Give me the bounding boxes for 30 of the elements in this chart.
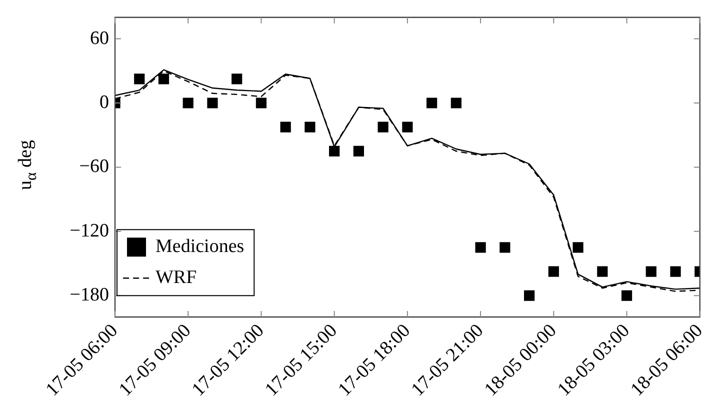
legend-label: WRF — [156, 267, 197, 288]
y-tick-label: −120 — [70, 220, 109, 242]
y-tick-label: 0 — [100, 92, 109, 113]
y-tick-label: 60 — [90, 28, 109, 49]
point — [500, 242, 510, 253]
point — [353, 146, 364, 156]
point — [572, 242, 584, 253]
point — [280, 122, 291, 132]
point — [134, 74, 145, 84]
point — [304, 122, 316, 132]
point — [158, 74, 170, 84]
point — [207, 98, 218, 108]
point — [232, 74, 242, 84]
point — [450, 98, 462, 108]
point — [621, 290, 632, 301]
point — [402, 122, 413, 132]
point — [378, 122, 388, 132]
y-tick-label: −180 — [70, 284, 109, 306]
y-tick-label: −60 — [79, 156, 109, 178]
point — [524, 290, 535, 301]
point — [426, 98, 438, 108]
point — [597, 266, 608, 277]
legend-label: Mediciones — [156, 236, 244, 258]
point — [548, 266, 559, 277]
point — [256, 98, 267, 108]
point — [646, 266, 656, 277]
point — [182, 98, 194, 108]
point — [670, 266, 681, 277]
point — [475, 242, 486, 253]
point — [329, 146, 340, 156]
